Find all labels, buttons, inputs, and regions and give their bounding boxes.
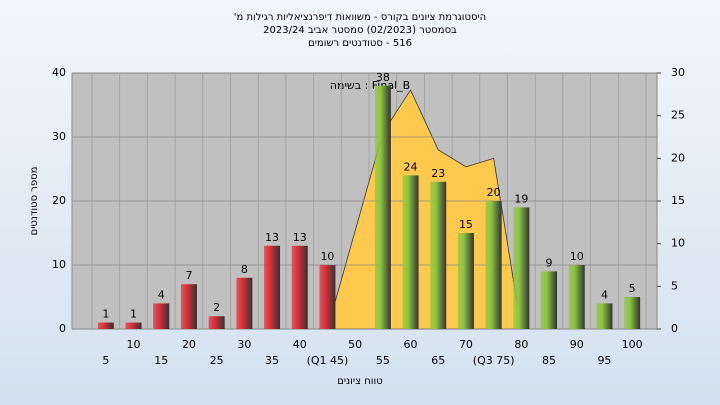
bar bbox=[568, 265, 585, 329]
bar bbox=[596, 303, 613, 329]
x-tick-label: 50 bbox=[348, 338, 362, 351]
x-tick-label: 5 bbox=[102, 354, 109, 367]
x-tick-label: 90 bbox=[570, 338, 584, 351]
bar bbox=[541, 271, 558, 329]
x-tick-label: 30 bbox=[237, 338, 251, 351]
value-label: 4 bbox=[601, 288, 608, 301]
x-axis-label: טווח ציונים bbox=[337, 376, 382, 387]
chart-title: היסטוגרמת ציונים בקורס - משוואות דיפרנצי… bbox=[234, 12, 486, 23]
value-label: 1 bbox=[102, 308, 109, 321]
value-label: 4 bbox=[158, 288, 165, 301]
y-tick-label: 10 bbox=[52, 258, 66, 271]
y2-tick-label: 15 bbox=[671, 194, 685, 207]
value-label: 1 bbox=[130, 308, 137, 321]
y2-tick-label: 0 bbox=[671, 322, 678, 335]
value-label: 2 bbox=[213, 301, 220, 314]
x-tick-label: 55 bbox=[376, 354, 390, 367]
x-tick-label: 35 bbox=[265, 354, 279, 367]
value-label: 10 bbox=[570, 250, 584, 263]
x-tick-label: (Q3 75) bbox=[473, 354, 515, 367]
y-tick-label: 20 bbox=[52, 194, 66, 207]
value-label: 8 bbox=[241, 263, 248, 276]
bar bbox=[97, 322, 114, 329]
y2-tick-label: 10 bbox=[671, 237, 685, 250]
x-tick-label: 15 bbox=[154, 354, 168, 367]
x-tick-label: 70 bbox=[459, 338, 473, 351]
bar bbox=[180, 284, 197, 329]
x-tick-label: 10 bbox=[127, 338, 141, 351]
value-label: 23 bbox=[431, 167, 445, 180]
bar bbox=[485, 201, 502, 329]
bar bbox=[374, 85, 391, 329]
y2-tick-label: 20 bbox=[671, 151, 685, 164]
x-tick-label: 25 bbox=[210, 354, 224, 367]
bar bbox=[236, 277, 253, 329]
bar bbox=[624, 297, 641, 329]
value-label: 15 bbox=[459, 218, 473, 231]
y-axis-label: מספר סטודנטים bbox=[29, 167, 40, 236]
y-tick-label: 30 bbox=[52, 130, 66, 143]
bar bbox=[291, 245, 308, 329]
bar bbox=[125, 322, 142, 329]
bar bbox=[402, 175, 419, 329]
y-tick-label: 40 bbox=[52, 66, 66, 79]
bar bbox=[153, 303, 170, 329]
y2-tick-label: 5 bbox=[671, 279, 678, 292]
value-label: 38 bbox=[376, 71, 390, 84]
y-tick-label: 0 bbox=[59, 322, 66, 335]
x-tick-label: 100 bbox=[622, 338, 643, 351]
value-label: 9 bbox=[546, 256, 553, 269]
bar bbox=[319, 265, 336, 329]
chart-subtitle: 516 - סטודנטים רשומים bbox=[308, 38, 412, 49]
value-label: 13 bbox=[265, 231, 279, 244]
x-tick-label: 20 bbox=[182, 338, 196, 351]
value-label: 13 bbox=[293, 231, 307, 244]
x-tick-label: 95 bbox=[597, 354, 611, 367]
value-label: 7 bbox=[185, 269, 192, 282]
x-tick-label: 85 bbox=[542, 354, 556, 367]
chart-subtitle: בסמסטר (02/2023) סמסטר אביב 2023/24 bbox=[263, 25, 457, 36]
value-label: 19 bbox=[514, 192, 528, 205]
x-tick-label: 40 bbox=[293, 338, 307, 351]
annotation: בשימה : Final_B bbox=[330, 79, 410, 92]
bar bbox=[513, 207, 530, 329]
value-label: 24 bbox=[404, 160, 418, 173]
y2-tick-label: 25 bbox=[671, 109, 685, 122]
bar bbox=[264, 245, 281, 329]
x-tick-label: 80 bbox=[514, 338, 528, 351]
x-tick-label: 65 bbox=[431, 354, 445, 367]
bar bbox=[457, 233, 474, 329]
value-label: 20 bbox=[487, 186, 501, 199]
bar bbox=[430, 181, 447, 329]
y2-tick-label: 30 bbox=[671, 66, 685, 79]
x-tick-label: 60 bbox=[404, 338, 418, 351]
value-label: 10 bbox=[320, 250, 334, 263]
x-tick-label: (Q1 45) bbox=[307, 354, 349, 367]
value-label: 5 bbox=[629, 282, 636, 295]
bar bbox=[208, 316, 225, 329]
